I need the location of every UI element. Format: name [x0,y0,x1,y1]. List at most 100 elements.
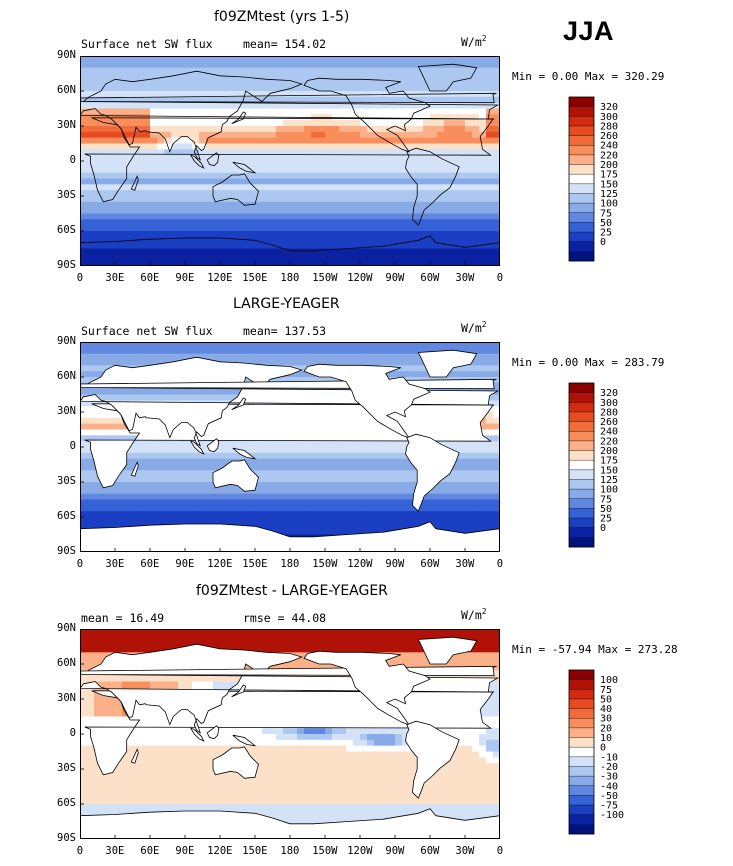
field-cell [276,85,284,92]
field-cell [94,91,102,98]
field-cell [479,441,487,448]
field-cell [122,347,130,355]
field-cell [325,499,333,506]
field-cell [367,528,375,536]
field-cell [115,67,123,75]
field-cell [332,511,340,518]
field-cell [262,476,270,483]
field-cell [171,634,179,642]
field-cell [325,640,333,648]
field-cell [290,511,298,518]
field-cell [164,131,172,139]
field-cell [213,242,221,250]
field-cell [248,91,256,98]
field-cell [444,499,452,506]
field-cell [493,476,501,483]
field-cell [444,155,452,162]
field-cell [332,91,340,98]
field-cell [360,184,368,191]
field-cell [423,108,431,115]
field-cell [304,126,312,133]
field-cell [87,91,95,98]
field-cell [87,470,95,477]
field-cell [353,219,361,226]
field-cell [171,91,179,98]
field-cell [367,254,375,261]
field-cell [94,102,102,110]
field-cell [339,248,347,255]
field-cell [241,166,249,174]
field-cell [402,634,410,642]
field-cell [213,452,221,460]
field-cell [451,166,459,174]
field-cell [339,172,347,180]
field-cell [262,242,270,250]
field-cell [199,505,207,512]
field-cell [108,248,116,255]
field-cell [360,487,368,495]
field-cell [311,499,319,506]
field-cell [269,201,277,209]
field-cell [304,102,312,110]
field-cell [241,634,249,642]
field-cell [325,219,333,226]
field-cell [479,137,487,145]
field-cell [234,184,242,191]
field-cell [101,149,109,156]
field-cell [241,155,249,162]
field-cell [234,166,242,174]
field-cell [255,126,263,133]
field-cell [423,184,431,191]
field-cell [192,155,200,162]
field-cell [234,231,242,238]
field-cell [444,242,452,250]
field-cell [101,417,109,425]
field-cell [472,131,480,139]
field-cell [234,499,242,506]
field-cell [164,161,172,168]
field-cell [339,347,347,355]
field-cell [164,447,172,454]
field-cell [311,184,319,191]
field-cell [311,166,319,174]
field-cell [444,493,452,501]
field-cell [171,464,179,471]
field-cell [283,155,291,162]
field-cell [367,131,375,139]
field-cell [297,505,305,512]
field-cell [283,149,291,156]
field-cell [381,172,389,180]
field-cell [465,634,473,642]
field-cell [367,511,375,518]
field-cell [367,634,375,642]
field-cell [409,219,417,226]
field-cell [325,96,333,104]
field-cell [87,102,95,110]
field-cell [115,225,123,232]
field-cell [255,476,263,483]
field-cell [276,149,284,156]
field-cell [493,499,501,506]
field-cell [346,452,354,460]
field-cell [423,511,431,518]
field-cell [297,664,305,671]
field-cell [486,417,494,425]
field-cell [101,388,109,396]
field-cell [318,629,326,636]
field-cell [227,400,235,407]
field-cell [199,79,207,86]
field-cell [297,225,305,232]
field-cell [255,470,263,477]
field-cell [353,347,361,355]
field-cell [185,231,193,238]
field-cell [318,505,326,512]
field-cell [248,458,256,466]
field-cell [472,652,480,659]
field-cell [206,56,214,63]
field-cell [220,91,228,98]
field-cell [87,476,95,483]
field-cell [311,482,319,489]
field-cell [318,634,326,642]
field-cell [458,178,466,185]
field-cell [206,248,214,255]
